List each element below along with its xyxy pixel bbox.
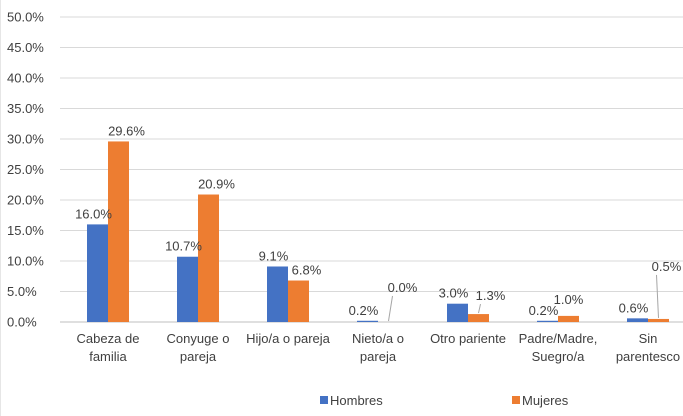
- y-tick-label: 30.0%: [7, 132, 44, 147]
- y-tick-label: 40.0%: [7, 71, 44, 86]
- legend-label: Mujeres: [522, 393, 569, 408]
- hombres-bar: [627, 318, 648, 322]
- x-category-label: parentesco: [616, 349, 680, 364]
- data-label: 16.0%: [75, 206, 112, 221]
- y-tick-label: 5.0%: [7, 284, 37, 299]
- data-label-leader-line: [478, 303, 481, 314]
- legend-swatch: [320, 396, 328, 404]
- data-label: 6.8%: [292, 263, 322, 278]
- data-label: 9.1%: [259, 248, 289, 263]
- y-tick-label: 35.0%: [7, 101, 44, 116]
- data-label: 0.2%: [349, 303, 379, 318]
- x-category-label: Hijo/a o pareja: [246, 331, 331, 346]
- x-category-label: Conyuge o: [167, 331, 230, 346]
- data-label: 10.7%: [165, 239, 202, 254]
- y-tick-label: 25.0%: [7, 162, 44, 177]
- x-category-label: pareja: [360, 349, 397, 364]
- y-tick-label: 20.0%: [7, 193, 44, 208]
- x-category-label: Sin: [639, 331, 658, 346]
- data-label-leader-line: [388, 295, 393, 322]
- legend-swatch: [512, 396, 520, 404]
- y-tick-label: 50.0%: [7, 10, 44, 25]
- mujeres-bar: [468, 314, 489, 322]
- data-label-leader-line: [656, 274, 659, 318]
- data-label: 1.3%: [476, 288, 506, 303]
- data-label: 29.6%: [108, 123, 145, 138]
- hombres-bar: [447, 303, 468, 322]
- hombres-bar: [357, 320, 378, 322]
- data-label: 0.2%: [529, 303, 559, 318]
- y-tick-label: 15.0%: [7, 223, 44, 238]
- mujeres-bar: [648, 318, 669, 322]
- hombres-bar: [177, 256, 198, 322]
- mujeres-bar: [558, 315, 579, 322]
- data-label: 3.0%: [439, 286, 469, 301]
- mujeres-bar: [288, 280, 309, 322]
- mujeres-bar: [198, 194, 219, 322]
- x-category-label: pareja: [180, 349, 217, 364]
- frame-edge: [0, 0, 1, 416]
- legend-label: Hombres: [330, 393, 383, 408]
- hombres-bar: [87, 224, 108, 322]
- data-label: 0.0%: [388, 280, 418, 295]
- data-label: 0.6%: [619, 300, 649, 315]
- x-category-label: Suegro/a: [532, 349, 586, 364]
- x-category-label: Cabeza de: [77, 331, 140, 346]
- data-label: 20.9%: [198, 177, 235, 192]
- data-label: 0.5%: [652, 259, 682, 274]
- x-category-label: Nieto/a o: [352, 331, 404, 346]
- mujeres-bar: [108, 141, 129, 322]
- hombres-bar: [537, 320, 558, 322]
- data-label: 1.0%: [554, 292, 584, 307]
- x-category-label: Padre/Madre,: [519, 331, 598, 346]
- y-tick-label: 45.0%: [7, 40, 44, 55]
- hombres-bar: [267, 266, 288, 322]
- x-category-label: familia: [89, 349, 127, 364]
- y-tick-label: 0.0%: [7, 315, 37, 330]
- y-tick-label: 10.0%: [7, 254, 44, 269]
- x-category-label: Otro pariente: [430, 331, 506, 346]
